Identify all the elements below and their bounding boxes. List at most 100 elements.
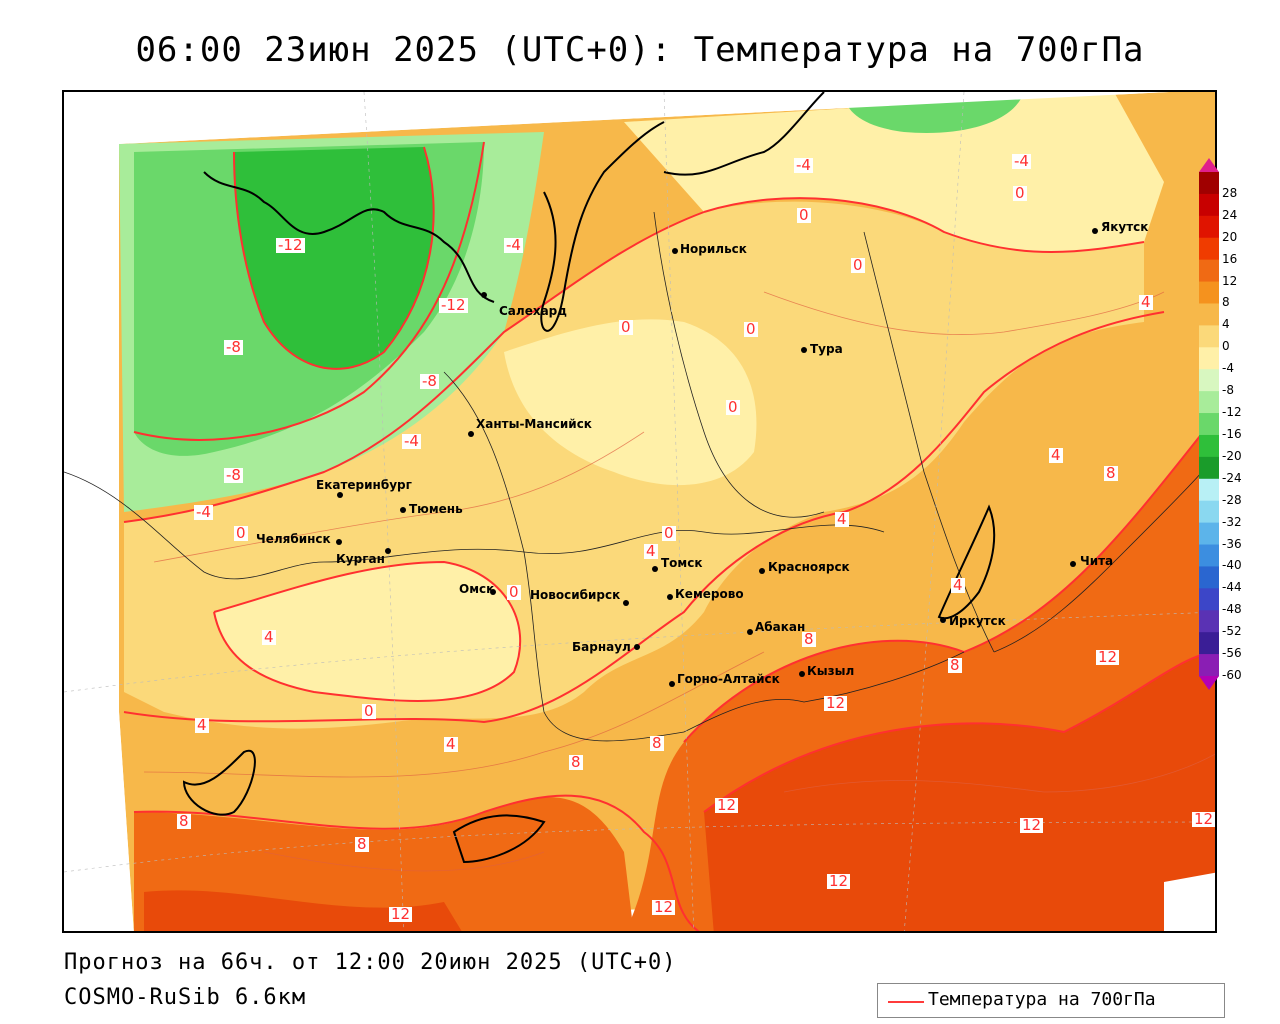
colorbar-swatch xyxy=(1199,259,1219,283)
city-label-kemerovo: Кемерово xyxy=(675,587,744,601)
minor-isotherms xyxy=(143,291,1215,872)
isoline-label: 4 xyxy=(644,542,658,560)
colorbar-tick-label: -24 xyxy=(1222,470,1242,485)
city-dot xyxy=(759,568,765,574)
city-label-norilsk: Норильск xyxy=(680,242,747,256)
colorbar-swatch xyxy=(1199,325,1219,348)
colorbar-swatch xyxy=(1199,654,1219,677)
colorbar-tick-label: -8 xyxy=(1222,383,1234,398)
field-hotter-west xyxy=(144,890,462,931)
temperature-map: Салехард Норильск Якутск Тура Ханты-Манс… xyxy=(62,90,1217,933)
isoline-label: -8 xyxy=(420,372,439,390)
isoline-label: 4 xyxy=(951,576,965,594)
isoline-label: -4 xyxy=(504,236,523,254)
isoline-label: 12 xyxy=(715,796,739,814)
legend: Температура на 700гПа xyxy=(877,983,1225,1018)
city-dot xyxy=(490,589,496,595)
field-cooler-north xyxy=(624,92,1164,252)
colorbar-swatch xyxy=(1199,193,1219,217)
colorbar-top-arrow xyxy=(1199,158,1219,172)
isoline-label: -4 xyxy=(402,432,421,450)
city-dot xyxy=(468,431,474,437)
colorbar-swatch xyxy=(1199,215,1219,239)
field-cooler-center xyxy=(504,319,757,486)
colorbar-tick-label: -48 xyxy=(1222,602,1242,617)
field-coldest xyxy=(234,147,434,369)
city-dot xyxy=(634,644,640,650)
legend-label: Температура на 700гПа xyxy=(928,989,1156,1010)
city-label-abakan: Абакан xyxy=(755,620,806,634)
city-label-ekaterinburg: Екатеринбург xyxy=(316,478,412,492)
city-dot xyxy=(672,248,678,254)
city-dot xyxy=(385,548,391,554)
city-dot xyxy=(940,617,946,623)
colorbar-tick-label: 16 xyxy=(1222,251,1238,266)
colorbar-tick-label: -32 xyxy=(1222,514,1242,529)
isoline-label: 4 xyxy=(835,510,849,528)
city-label-tyumen: Тюмень xyxy=(409,502,463,516)
colorbar-tick-label: -4 xyxy=(1222,361,1234,376)
isoline-label: 0 xyxy=(726,398,740,416)
colorbar-tick-label: -36 xyxy=(1222,536,1242,551)
city-label-novosibirsk: Новосибирск xyxy=(530,588,621,602)
city-label-khanty-mansiysk: Ханты-Мансийск xyxy=(476,417,592,431)
colorbar-swatch xyxy=(1199,522,1219,546)
isoline-label: 8 xyxy=(948,656,962,674)
colorbar-tick-label: -28 xyxy=(1222,492,1242,507)
isoline-label: 8 xyxy=(355,835,369,853)
isoline-label: 0 xyxy=(662,524,676,542)
colorbar-tick-label: 20 xyxy=(1222,229,1238,244)
forecast-info: Прогноз на 66ч. от 12:00 20июн 2025 (UTC… xyxy=(64,950,677,975)
colorbar-swatch xyxy=(1199,544,1219,567)
isoline-label: 12 xyxy=(652,898,676,916)
isoline-label: -8 xyxy=(224,338,243,356)
city-dot xyxy=(1092,228,1098,234)
isoline-label: 0 xyxy=(234,524,248,542)
city-label-barnaul: Барнаул xyxy=(572,640,631,654)
isoline-label: 0 xyxy=(744,320,758,338)
colorbar xyxy=(1199,158,1219,690)
isoline-label: 12 xyxy=(824,694,848,712)
isoline-label: 0 xyxy=(362,702,376,720)
isoline-label: 4 xyxy=(444,735,458,753)
isoline-label: 0 xyxy=(619,318,633,336)
colorbar-swatch xyxy=(1199,610,1219,633)
colorbar-tick-label: -60 xyxy=(1222,668,1242,682)
colorbar-tick-label: 24 xyxy=(1222,207,1238,222)
field-hotter-east xyxy=(704,652,1215,931)
isoline-label: 8 xyxy=(569,753,583,771)
isoline-label: 12 xyxy=(1096,648,1120,666)
city-dot xyxy=(337,492,343,498)
city-dot xyxy=(623,600,629,606)
colorbar-tick-label: 8 xyxy=(1222,295,1230,310)
city-label-kyzyl: Кызыл xyxy=(807,664,855,678)
isoline-label: 8 xyxy=(177,812,191,830)
isoline-label: 8 xyxy=(802,630,816,648)
isoline-label: 4 xyxy=(1139,293,1153,311)
city-label-chita: Чита xyxy=(1080,554,1114,568)
colorbar-swatch xyxy=(1199,413,1219,436)
colorbar-tick-label: -16 xyxy=(1222,426,1242,441)
city-dot xyxy=(667,594,673,600)
colorbar-swatch xyxy=(1199,172,1219,195)
isoline-label: 0 xyxy=(1013,184,1027,202)
field-cooler-west xyxy=(214,562,521,701)
city-dot xyxy=(799,671,805,677)
isoline-label: 0 xyxy=(851,256,865,274)
model-name: COSMO-RuSib 6.6км xyxy=(64,985,307,1010)
city-label-tura: Тура xyxy=(810,342,843,356)
isoline-label: -4 xyxy=(794,156,813,174)
city-label-irkutsk: Иркутск xyxy=(949,614,1006,628)
isoline-label: 8 xyxy=(650,734,664,752)
isoline-label: -8 xyxy=(224,466,243,484)
colorbar-swatch xyxy=(1199,456,1219,480)
city-label-kurgan: Курган xyxy=(336,552,385,566)
city-dot xyxy=(400,507,406,513)
map-title: 06:00 23июн 2025 (UTC+0): Температура на… xyxy=(135,30,1145,70)
colorbar-tick-label: 0 xyxy=(1222,339,1230,354)
city-dot xyxy=(481,292,487,298)
isoline-label: -4 xyxy=(194,503,213,521)
colorbar-swatch xyxy=(1199,303,1219,326)
graticule xyxy=(64,92,1215,931)
isoline-label: 4 xyxy=(262,628,276,646)
